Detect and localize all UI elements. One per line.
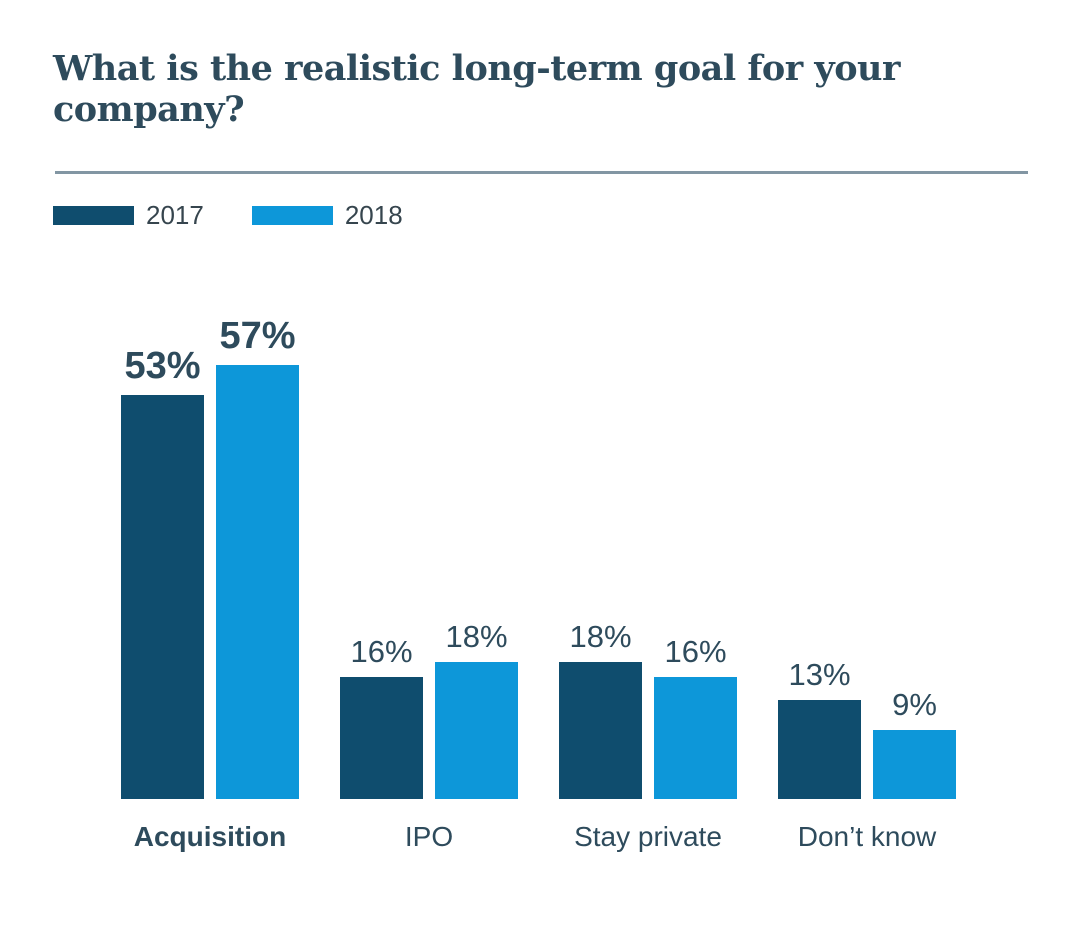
value-label-2017-don-t-know: 13% xyxy=(788,657,851,692)
legend-swatch-2018 xyxy=(251,205,333,225)
value-label-2018-stay-private: 16% xyxy=(664,634,727,669)
category-label-stay-private: Stay private xyxy=(574,821,722,852)
bar-2017-ipo xyxy=(340,677,423,799)
bar-2018-don-t-know xyxy=(873,730,956,799)
legend-item-2017: 2017 xyxy=(53,202,204,228)
legend-swatch-2017 xyxy=(53,205,134,225)
legend-label-2018: 2018 xyxy=(344,200,403,230)
bar-2017-don-t-know xyxy=(778,700,861,799)
bar-2018-ipo xyxy=(435,662,518,799)
value-label-2018-ipo: 18% xyxy=(445,619,508,654)
chart-title: What is the realistic long-term goal for… xyxy=(53,48,900,130)
value-label-2017-stay-private: 18% xyxy=(569,619,632,654)
value-label-2018-acquisition: 57% xyxy=(219,315,296,357)
value-label-2017-ipo: 16% xyxy=(350,634,413,669)
bar-2018-stay-private xyxy=(654,677,737,799)
value-label-2017-acquisition: 53% xyxy=(124,345,201,387)
category-label-acquisition: Acquisition xyxy=(133,821,287,852)
legend: 2017 2018 xyxy=(53,202,451,228)
category-label-ipo: IPO xyxy=(404,821,454,852)
bar-2017-acquisition xyxy=(121,395,204,799)
divider-rule xyxy=(55,171,1028,174)
legend-item-2018: 2018 xyxy=(251,200,403,230)
bar-2018-acquisition xyxy=(216,365,299,799)
category-label-don-t-know: Don’t know xyxy=(797,821,937,852)
bar-2017-stay-private xyxy=(559,662,642,799)
legend-label-2017: 2017 xyxy=(146,200,204,230)
value-label-2018-don-t-know: 9% xyxy=(892,687,937,722)
